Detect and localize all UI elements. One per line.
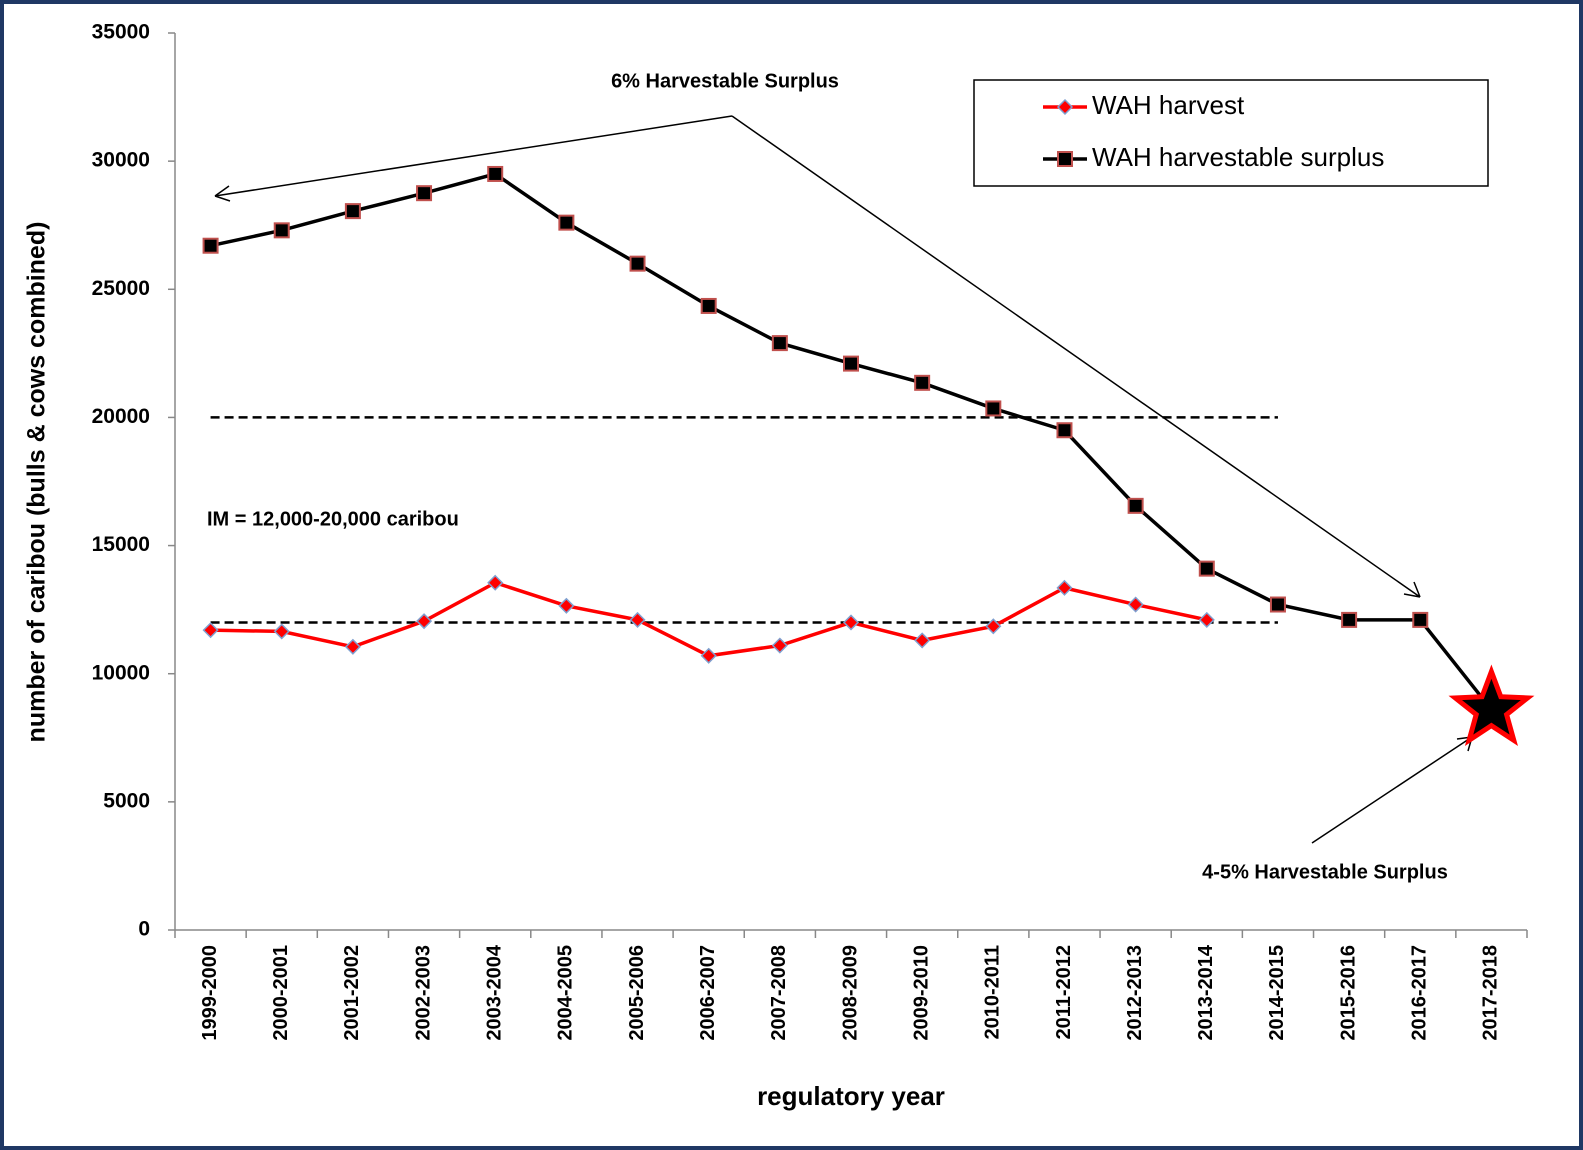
marker [629,611,646,628]
x-tick-label: 2012-2013 [1124,945,1146,1041]
x-tick-label: 2015-2016 [1337,945,1359,1041]
arrow [214,115,733,202]
marker [558,214,575,231]
y-tick-label: 35000 [92,21,150,44]
marker [558,597,575,614]
x-tick-label: 2001-2002 [341,945,363,1041]
x-tick-label: 2013-2014 [1195,944,1217,1041]
legend: WAH harvest WAH harvestable surplus [973,79,1489,187]
x-tick-label: 2003-2004 [483,944,505,1041]
marker [202,237,219,254]
x-tick-label: 2014-2015 [1266,945,1288,1041]
annotation: 4-5% Harvestable Surplus [1202,861,1448,883]
x-tick-label: 2005-2006 [626,945,648,1041]
x-tick-label: 2011-2012 [1053,945,1075,1040]
marker [1412,611,1429,628]
marker [1198,560,1215,577]
x-tick-label: 2007-2008 [768,945,790,1041]
x-tick-label: 1999-2000 [199,945,221,1041]
y-tick-label: 10000 [92,661,150,684]
star-marker [1448,664,1535,747]
marker [629,255,646,272]
y-axis-label: number of caribou (bulls & cows combined… [23,222,51,743]
x-tick-label: 2017-2018 [1480,945,1502,1041]
x-tick-label: 2002-2003 [412,945,434,1041]
marker [487,165,504,182]
annotation: 6% Harvestable Surplus [611,70,839,92]
marker [914,632,931,649]
marker [1341,611,1358,628]
marker [1057,151,1073,167]
marker [1127,596,1144,613]
legend-box [973,79,1489,187]
annotation: IM = 12,000-20,000 caribou [207,508,459,530]
x-tick-label: 2000-2001 [270,945,292,1041]
marker [985,400,1002,417]
x-axis-label: regulatory year [757,1081,945,1111]
marker [273,623,290,640]
x-tick-label: 2004-2005 [555,945,577,1041]
y-tick-label: 15000 [92,533,150,556]
marker [771,637,788,654]
marker [202,622,219,639]
marker [416,185,433,202]
marker [1056,98,1074,116]
arrow [731,115,1421,598]
marker [344,638,361,655]
marker [344,203,361,220]
marker [1127,497,1144,514]
x-tick-label: 2010-2011 [982,945,1004,1040]
marker [842,614,860,631]
marker [1269,596,1286,613]
x-tick-label: 2006-2007 [697,945,719,1041]
marker [985,618,1002,635]
marker [914,374,931,391]
marker [1198,611,1215,628]
marker [273,222,290,239]
marker [771,335,788,352]
marker [1056,579,1073,596]
y-tick-label: 0 [138,918,150,941]
marker [1056,422,1073,439]
marker [700,647,717,664]
x-tick-label: 2008-2009 [839,945,861,1041]
y-tick-label: 20000 [92,405,150,428]
marker [487,574,504,591]
marker [700,297,717,314]
legend-label: WAH harvest [1092,90,1245,120]
y-tick-label: 30000 [92,149,150,172]
x-tick-label: 2016-2017 [1409,945,1431,1041]
legend-label: WAH harvestable surplus [1092,142,1384,172]
x-tick-label: 2009-2010 [910,945,932,1041]
marker [843,355,859,372]
marker [415,613,433,630]
y-tick-label: 5000 [103,789,150,812]
y-tick-label: 25000 [92,277,150,300]
